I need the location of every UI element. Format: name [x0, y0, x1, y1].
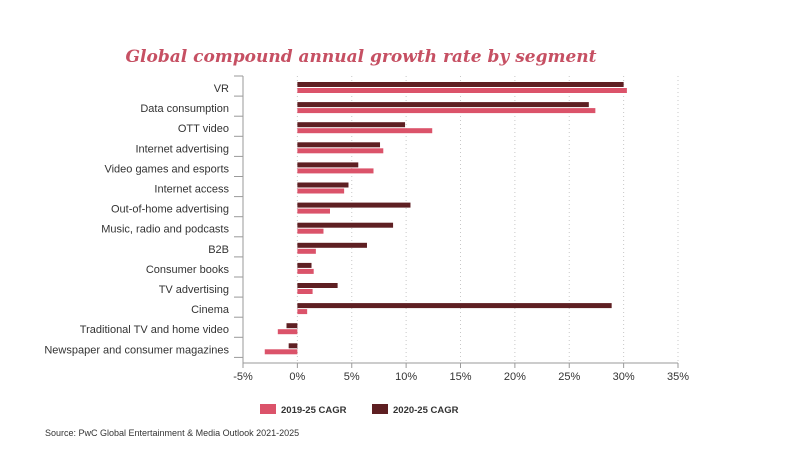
bar-2019-25	[297, 289, 313, 294]
x-tick-labels: -5% 0% 5% 10% 15% 20% 25% 30% 35%	[233, 371, 689, 383]
x-tick-label: 10%	[395, 371, 417, 383]
x-tick-label: 35%	[667, 371, 689, 383]
legend-swatch-2020-25	[372, 404, 388, 414]
bar-2020-25	[297, 182, 349, 188]
bar-2020-25	[297, 222, 394, 228]
category-label: Music, radio and podcasts	[101, 224, 229, 236]
bar-2020-25	[297, 303, 612, 309]
bar-2019-25	[297, 309, 308, 315]
category-label: OTT video	[178, 123, 229, 135]
x-tick-label: 20%	[504, 371, 526, 383]
bar-2019-25	[297, 268, 314, 274]
category-label: Traditional TV and home video	[80, 324, 229, 336]
bar-2020-25	[297, 82, 624, 87]
bar-2020-25	[297, 102, 589, 108]
category-label: Consumer books	[146, 264, 230, 276]
bar-2020-25	[297, 142, 381, 148]
bar-2019-25	[297, 128, 433, 134]
category-label: Newspaper and consumer magazines	[44, 344, 229, 356]
category-label: Video games and esports	[104, 163, 229, 175]
bars	[264, 82, 627, 355]
x-tick-label: 0%	[289, 371, 305, 383]
x-tick-label: 5%	[344, 371, 360, 383]
bar-2019-25	[297, 88, 627, 93]
bar-2019-25	[297, 248, 316, 254]
bar-2019-25	[297, 168, 374, 174]
source-note: Source: PwC Global Entertainment & Media…	[45, 428, 299, 438]
bar-2019-25	[297, 188, 345, 194]
category-label: VR	[214, 83, 229, 95]
bar-2020-25	[286, 323, 298, 329]
legend-item-2019-25: 2019-25 CAGR	[260, 404, 347, 416]
bar-2019-25	[297, 228, 324, 234]
bar-2020-25	[297, 283, 338, 288]
x-tick-label: 15%	[449, 371, 471, 383]
x-tick-label: -5%	[233, 371, 253, 383]
category-label: Internet advertising	[135, 143, 229, 155]
category-label: Cinema	[191, 304, 230, 316]
category-label: Internet access	[154, 184, 229, 196]
bar-2019-25	[297, 148, 384, 154]
category-label: TV advertising	[159, 284, 229, 296]
legend-label-2019-25: 2019-25 CAGR	[281, 405, 347, 416]
x-tick-label: 30%	[613, 371, 635, 383]
gridlines	[296, 76, 679, 363]
bar-2020-25	[297, 262, 312, 268]
bar-2020-25	[297, 122, 406, 128]
category-label: B2B	[208, 244, 229, 256]
legend-swatch-2019-25	[260, 404, 276, 414]
bar-2020-25	[297, 162, 359, 168]
legend-label-2020-25: 2020-25 CAGR	[393, 405, 459, 416]
axes	[234, 75, 679, 368]
x-tick-label: 25%	[558, 371, 580, 383]
category-label: Out-of-home advertising	[111, 204, 229, 216]
legend: 2019-25 CAGR 2020-25 CAGR	[260, 404, 459, 416]
bar-2019-25	[297, 208, 330, 214]
bar-2019-25	[264, 349, 298, 355]
bar-2020-25	[297, 242, 367, 248]
category-labels: VR Data consumption OTT video Internet adve…	[44, 83, 230, 356]
category-label: Data consumption	[140, 103, 229, 115]
bar-2019-25	[277, 329, 298, 335]
chart-title: Global compound annual growth rate by se…	[126, 47, 597, 67]
legend-item-2020-25: 2020-25 CAGR	[372, 404, 459, 416]
bar-2019-25	[297, 108, 596, 114]
bar-2020-25	[288, 343, 298, 349]
bar-2020-25	[297, 202, 411, 208]
